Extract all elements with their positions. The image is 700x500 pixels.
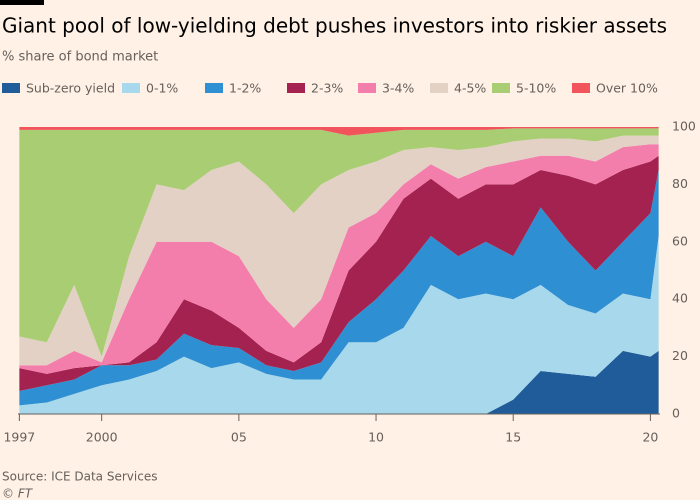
area xyxy=(19,155,659,392)
legend-label: 1-2% xyxy=(229,81,261,96)
legend-label: 3-4% xyxy=(382,81,414,96)
legend-label: 5-10% xyxy=(516,81,556,96)
legend-swatch xyxy=(430,83,448,93)
area xyxy=(19,236,659,414)
legend-swatch xyxy=(122,83,140,93)
legend-label: Sub-zero yield xyxy=(26,81,115,96)
credit: © FT xyxy=(2,487,34,500)
source: Source: ICE Data Services xyxy=(2,470,157,484)
legend-swatch xyxy=(572,83,590,93)
x-tick-label: 2000 xyxy=(86,430,118,445)
x-tick-label: 20 xyxy=(642,430,658,445)
legend-label: 0-1% xyxy=(146,81,178,96)
area xyxy=(19,170,659,406)
y-tick-label: 0 xyxy=(672,406,680,421)
area xyxy=(19,350,659,414)
y-tick-label: 100 xyxy=(672,119,696,134)
area xyxy=(19,128,659,357)
x-tick-label: 15 xyxy=(505,430,521,445)
x-tick-label: 10 xyxy=(368,430,384,445)
legend-swatch xyxy=(205,83,223,93)
y-tick-label: 60 xyxy=(672,233,688,248)
legend-swatch xyxy=(287,83,305,93)
legend-swatch xyxy=(2,83,20,93)
area xyxy=(19,144,659,374)
legend-label: Over 10% xyxy=(596,81,658,96)
x-tick-label: 1997 xyxy=(3,430,35,445)
y-tick-label: 80 xyxy=(672,176,688,191)
legend-swatch xyxy=(358,83,376,93)
legend-label: 4-5% xyxy=(454,81,486,96)
legend-label: 2-3% xyxy=(311,81,343,96)
x-tick-label: 05 xyxy=(231,430,247,445)
area xyxy=(19,127,659,136)
y-tick-label: 20 xyxy=(672,348,688,363)
legend-swatch xyxy=(492,83,510,93)
chart-subtitle: % share of bond market xyxy=(2,50,158,65)
brand-bar xyxy=(0,0,44,5)
area xyxy=(19,135,659,366)
y-tick-label: 40 xyxy=(672,291,688,306)
chart-title: Giant pool of low-yielding debt pushes i… xyxy=(2,14,667,38)
